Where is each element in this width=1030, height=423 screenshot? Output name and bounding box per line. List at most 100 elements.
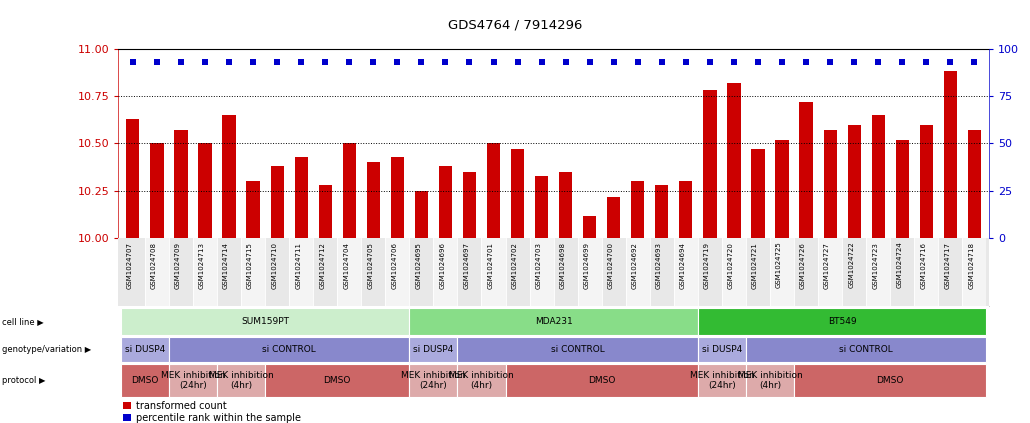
Bar	[506, 364, 698, 397]
Bar	[559, 172, 573, 238]
Bar	[751, 149, 764, 238]
Bar	[457, 364, 506, 397]
Bar	[746, 238, 770, 307]
Text: si CONTROL: si CONTROL	[551, 345, 605, 354]
Text: GSM1024726: GSM1024726	[800, 242, 806, 288]
Bar	[794, 364, 987, 397]
Bar	[727, 83, 741, 238]
Text: DMSO: DMSO	[877, 376, 904, 385]
Bar	[511, 149, 524, 238]
Text: GSM1024707: GSM1024707	[127, 242, 133, 289]
Bar	[313, 238, 337, 307]
Text: GSM1024719: GSM1024719	[703, 242, 710, 289]
Text: GSM1024723: GSM1024723	[872, 242, 879, 288]
Bar	[481, 238, 506, 307]
Bar	[415, 191, 428, 238]
Text: GDS4764 / 7914296: GDS4764 / 7914296	[448, 19, 582, 32]
Text: GSM1024701: GSM1024701	[487, 242, 493, 289]
Text: GSM1024713: GSM1024713	[199, 242, 205, 289]
Text: SUM159PT: SUM159PT	[241, 317, 289, 326]
Text: GSM1024704: GSM1024704	[343, 242, 349, 288]
Text: GSM1024722: GSM1024722	[848, 242, 854, 288]
Bar	[799, 102, 813, 238]
Text: BT549: BT549	[828, 317, 857, 326]
Bar	[367, 162, 380, 238]
Bar	[462, 172, 476, 238]
Bar	[318, 185, 332, 238]
Bar	[794, 238, 818, 307]
Bar	[343, 143, 356, 238]
Text: GSM1024715: GSM1024715	[247, 242, 253, 288]
Bar	[174, 130, 187, 238]
Text: GSM1024699: GSM1024699	[584, 242, 590, 289]
Text: si DUSP4: si DUSP4	[701, 345, 742, 354]
Bar	[818, 238, 843, 307]
Bar	[843, 238, 866, 307]
Text: GSM1024716: GSM1024716	[920, 242, 926, 289]
Legend: transformed count, percentile rank within the sample: transformed count, percentile rank withi…	[124, 401, 301, 423]
Text: si DUSP4: si DUSP4	[125, 345, 165, 354]
Bar	[222, 115, 236, 238]
Bar	[246, 181, 260, 238]
Text: GSM1024702: GSM1024702	[512, 242, 517, 288]
Bar	[457, 238, 481, 307]
Bar	[968, 130, 981, 238]
Text: GSM1024692: GSM1024692	[631, 242, 638, 288]
Bar	[121, 337, 169, 362]
Bar	[703, 91, 717, 238]
Bar	[722, 238, 746, 307]
Text: MEK inhibition
(4hr): MEK inhibition (4hr)	[449, 371, 514, 390]
Text: MEK inhibition
(4hr): MEK inhibition (4hr)	[209, 371, 273, 390]
Text: GSM1024693: GSM1024693	[656, 242, 662, 289]
Text: GSM1024706: GSM1024706	[391, 242, 398, 289]
Bar	[679, 181, 692, 238]
Bar	[674, 238, 698, 307]
Bar	[626, 238, 650, 307]
Bar	[655, 185, 668, 238]
Bar	[385, 238, 409, 307]
Text: si DUSP4: si DUSP4	[413, 345, 453, 354]
Text: DMSO: DMSO	[131, 376, 159, 385]
Bar	[962, 238, 987, 307]
Text: MEK inhibition
(24hr): MEK inhibition (24hr)	[401, 371, 466, 390]
Text: GSM1024705: GSM1024705	[368, 242, 373, 288]
Bar	[439, 166, 452, 238]
Bar	[578, 238, 602, 307]
Bar	[409, 238, 434, 307]
Text: MEK inhibition
(24hr): MEK inhibition (24hr)	[161, 371, 226, 390]
Bar	[770, 238, 794, 307]
Text: GSM1024708: GSM1024708	[151, 242, 157, 289]
Bar	[199, 143, 211, 238]
Bar	[295, 157, 308, 238]
Bar	[746, 337, 987, 362]
Text: GSM1024698: GSM1024698	[559, 242, 565, 289]
Text: protocol ▶: protocol ▶	[2, 376, 45, 385]
Text: GSM1024725: GSM1024725	[776, 242, 782, 288]
Bar	[938, 238, 962, 307]
Bar	[607, 197, 620, 238]
Text: GSM1024720: GSM1024720	[728, 242, 734, 288]
Bar	[457, 337, 698, 362]
Text: GSM1024700: GSM1024700	[608, 242, 614, 289]
Text: GSM1024694: GSM1024694	[680, 242, 686, 288]
Bar	[217, 238, 241, 307]
Bar	[289, 238, 313, 307]
Bar	[848, 124, 861, 238]
Bar	[866, 238, 890, 307]
Text: si CONTROL: si CONTROL	[263, 345, 316, 354]
Text: DMSO: DMSO	[323, 376, 351, 385]
Text: si CONTROL: si CONTROL	[839, 345, 893, 354]
Bar	[409, 364, 457, 397]
Text: GSM1024711: GSM1024711	[296, 242, 301, 289]
Bar	[650, 238, 674, 307]
Bar	[241, 238, 265, 307]
Text: GSM1024727: GSM1024727	[824, 242, 830, 288]
Bar	[698, 238, 722, 307]
Text: GSM1024709: GSM1024709	[175, 242, 181, 289]
Bar	[121, 364, 169, 397]
Bar	[169, 238, 193, 307]
Bar	[824, 130, 836, 238]
Text: MDA231: MDA231	[535, 317, 573, 326]
Bar	[890, 238, 915, 307]
Bar	[535, 176, 548, 238]
